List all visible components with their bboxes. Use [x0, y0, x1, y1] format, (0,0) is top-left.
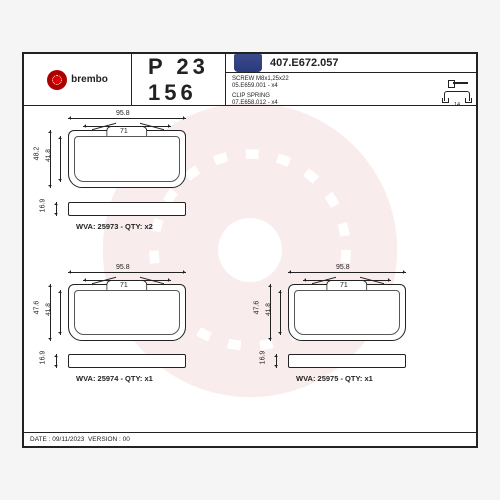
dim-width-outer: 95.8 [116, 110, 130, 117]
dim-thickness: 16.9 [39, 351, 46, 365]
drawing-body: 95.8 71 48.2 41.8 16.9 WVA: 25973 - QTY:… [24, 106, 476, 432]
product-thumb-icon [234, 54, 262, 72]
dim-thickness: 16.9 [39, 199, 46, 213]
logo-box: brembo [24, 54, 132, 105]
accessory-title: SCREW M8x1,25x22 [232, 76, 289, 83]
brake-pad-figure: 95.8 71 48.2 41.8 16.9 WVA: 25973 - QTY:… [68, 130, 186, 188]
accessory-row: SCREW M8x1,25x22 05.E659.001 - x4 [232, 76, 470, 89]
footer: DATE : 09/11/2023 VERSION : 00 [24, 432, 476, 446]
dim-height-inner: 41.8 [265, 303, 272, 316]
wva-label: WVA: 25973 - QTY: x2 [76, 222, 153, 231]
wva-label: WVA: 25975 - QTY: x1 [296, 374, 373, 383]
dim-height-outer: 48.2 [33, 147, 40, 161]
date-label: DATE : [30, 436, 50, 443]
part-number: P 23 156 [148, 54, 225, 106]
dim-height-outer: 47.6 [253, 301, 260, 315]
dim-width-inner: 71 [340, 282, 348, 289]
screw-icon [448, 78, 470, 88]
version-value: 00 [123, 436, 130, 443]
dim-height-outer: 47.6 [33, 301, 40, 315]
drawing-sheet: brembo P 23 156 407.E672.057 SCREW M8x1,… [22, 52, 478, 448]
version-label: VERSION : [88, 436, 121, 443]
brake-pad-figure: 95.8 71 47.6 41.8 16.9 WVA: 25975 - QTY:… [288, 284, 406, 341]
dim-width-inner: 71 [120, 128, 128, 135]
wva-label: WVA: 25974 - QTY: x1 [76, 374, 153, 383]
title-block: brembo P 23 156 407.E672.057 SCREW M8x1,… [24, 54, 476, 106]
reference-code: 407.E672.057 [270, 57, 339, 69]
clip-spring-icon [444, 91, 470, 101]
dim-width-inner: 71 [120, 282, 128, 289]
dim-width-outer: 95.8 [116, 264, 130, 271]
dim-width-outer: 95.8 [336, 264, 350, 271]
part-number-box: P 23 156 [132, 54, 226, 105]
date-value: 09/11/2023 [52, 436, 84, 443]
dim-thickness: 16.9 [259, 351, 266, 365]
dim-height-inner: 41.8 [45, 303, 52, 316]
brake-pad-figure: 95.8 71 47.6 41.8 16.9 WVA: 25974 - QTY:… [68, 284, 186, 341]
brand-name: brembo [71, 74, 108, 85]
dim-height-inner: 41.8 [45, 149, 52, 162]
reference-box: 407.E672.057 SCREW M8x1,25x22 05.E659.00… [226, 54, 476, 105]
accessory-title: CLIP SPRING [232, 93, 278, 100]
brembo-disc-icon [47, 70, 67, 90]
